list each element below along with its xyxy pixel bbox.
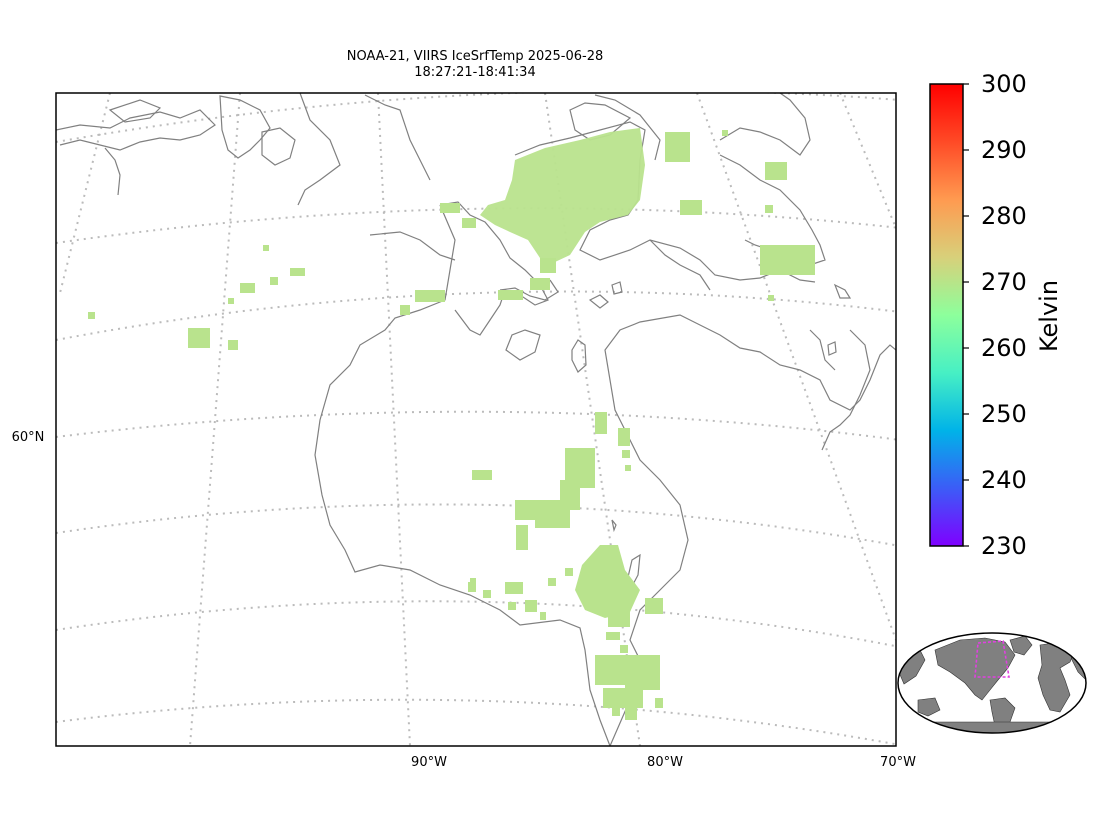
colorbar-label: Kelvin xyxy=(1035,280,1063,352)
colorbar: 300 290 280 270 260 250 240 230 Kelvin xyxy=(929,70,1063,560)
inset-antarctica xyxy=(899,721,1086,733)
colorbar-tick-label: 240 xyxy=(981,466,1027,494)
map-title: NOAA-21, VIIRS IceSrfTemp 2025-06-28 18:… xyxy=(260,49,690,81)
ice-temperature-pixels xyxy=(88,128,815,720)
lon-label-70w: 70°W xyxy=(880,755,916,770)
colorbar-tick-label: 280 xyxy=(981,202,1027,230)
colorbar-tick-label: 260 xyxy=(981,334,1027,362)
map-frame xyxy=(55,92,897,747)
title-line-2: 18:27:21-18:41:34 xyxy=(414,65,536,80)
lat-label-60n: 60°N xyxy=(12,430,45,445)
inset-greenland xyxy=(1009,635,1033,656)
lon-label-80w: 80°W xyxy=(647,755,683,770)
inset-highlight-box xyxy=(974,640,1010,678)
colorbar-tick-label: 300 xyxy=(981,70,1027,98)
title-line-1: NOAA-21, VIIRS IceSrfTemp 2025-06-28 xyxy=(346,49,604,64)
colorbar-tick-label: 270 xyxy=(981,268,1027,296)
colorbar-tick-label: 230 xyxy=(981,532,1027,560)
map-panel[interactable] xyxy=(56,90,900,746)
longitude-gridlines xyxy=(59,93,896,746)
inset-australia xyxy=(917,697,941,717)
inset-north-america xyxy=(934,637,1016,701)
lon-label-90w: 90°W xyxy=(411,755,447,770)
colorbar-tick-label: 290 xyxy=(981,136,1027,164)
inset-globe xyxy=(897,632,1087,734)
colorbar-tick-label: 250 xyxy=(981,400,1027,428)
